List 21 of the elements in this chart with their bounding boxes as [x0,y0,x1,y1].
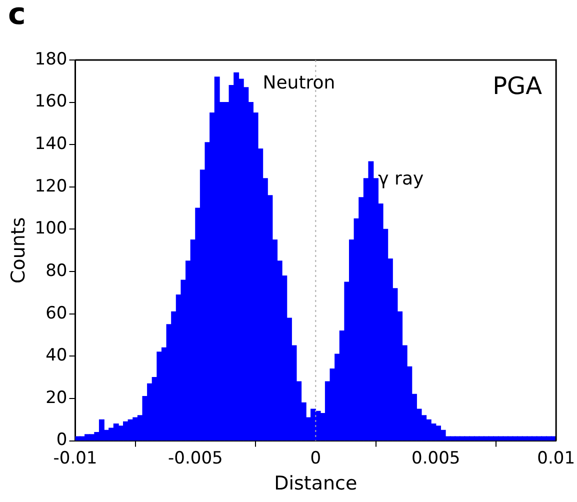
y-tick-label: 20 [46,388,68,408]
annotation: PGA [492,72,543,100]
annotation: γ ray [378,168,424,190]
x-tick-label: 0 [310,448,322,468]
y-tick-label: 80 [46,260,68,281]
annotation: Neutron [262,72,336,94]
x-tick-label: -0.01 [53,448,98,468]
x-axis-title: Distance [274,472,358,495]
y-tick-label: 60 [46,303,68,324]
y-tick-label: 120 [34,176,68,196]
y-tick-label: 40 [46,346,68,366]
y-tick-label: 100 [34,218,68,239]
x-tick-label: 0.005 [412,448,460,468]
x-tick-label: 0.01 [537,448,576,468]
y-tick-label: 160 [34,92,68,112]
y-tick-label: 180 [34,49,68,70]
y-tick-label: 0 [56,430,68,450]
x-tick-label: -0.005 [168,448,223,468]
y-tick-label: 140 [34,134,68,154]
text: c [8,0,26,32]
y-axis-title: Counts [7,217,30,284]
